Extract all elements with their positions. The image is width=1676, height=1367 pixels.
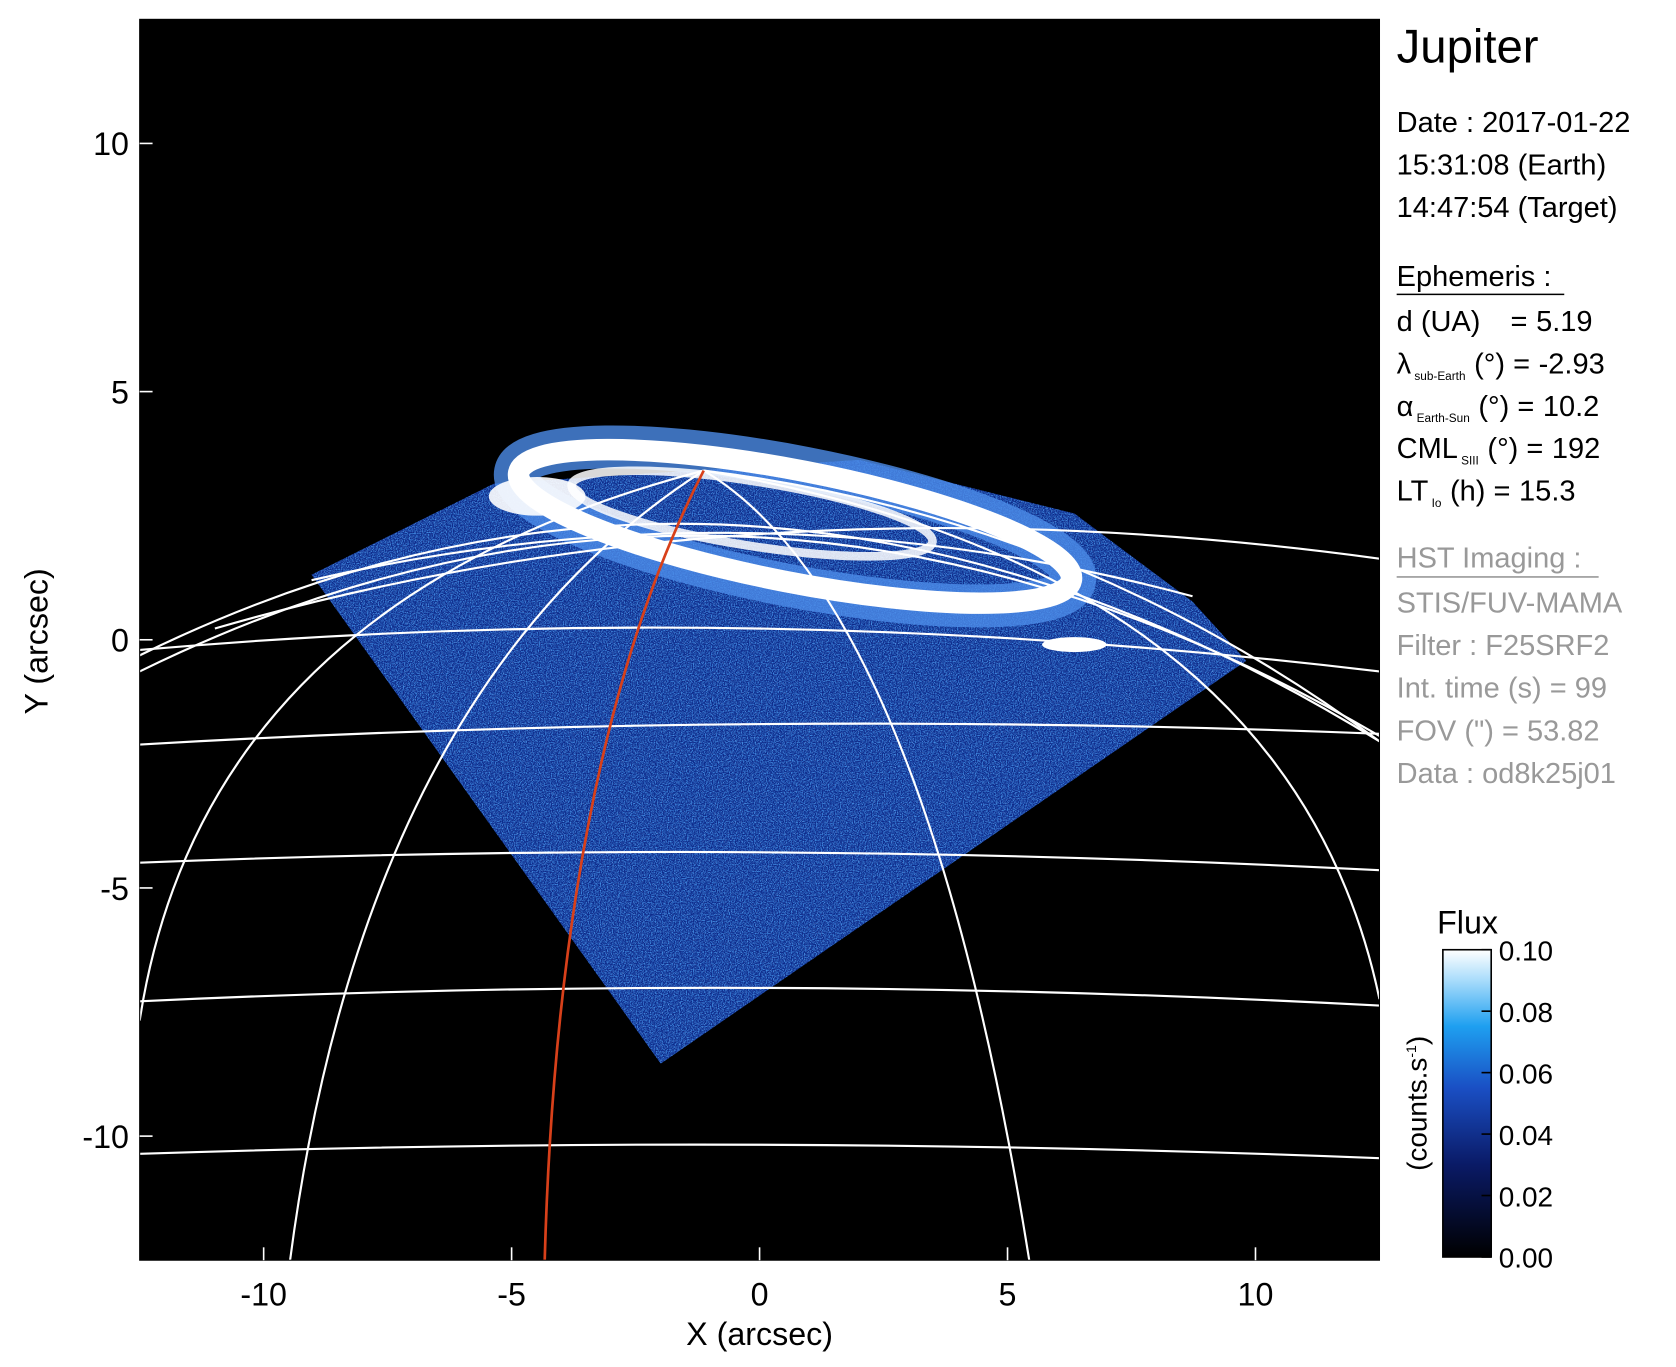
ephemeris-row: α Earth-Sun (°) = 10.2: [1397, 391, 1600, 425]
ephemeris-row: λ sub-Earth (°) = -2.93: [1397, 348, 1605, 382]
y-tick-label: 10: [93, 126, 129, 162]
chart-title: Jupiter: [1397, 20, 1539, 73]
imaging-line: STIS/FUV-MAMA: [1397, 587, 1623, 619]
imaging-line: Data : od8k25j01: [1397, 758, 1616, 790]
y-tick-label: -5: [100, 871, 129, 907]
aurora: [488, 425, 1107, 653]
central-meridian: [543, 469, 705, 1261]
ephemeris-symbol: LT: [1397, 476, 1429, 508]
ephemeris-row: d (UA) = 5.19: [1397, 306, 1593, 338]
info-panel: Date : 2017-01-22 15:31:08 (Earth) 14:47:5…: [1397, 107, 1631, 790]
ephemeris-subscript: Earth-Sun: [1417, 411, 1470, 425]
ephemeris-subscript: Io: [1432, 496, 1442, 510]
colorbar-tick-label: 0.00: [1499, 1243, 1553, 1274]
colorbar-tick-label: 0.02: [1499, 1181, 1553, 1212]
x-tick-label: -10: [240, 1276, 287, 1312]
ephemeris-symbol: CML: [1397, 433, 1458, 465]
imaging-line: Filter : F25SRF2: [1397, 630, 1610, 662]
ephemeris-value: -2.93: [1539, 348, 1605, 380]
planet-grid: [139, 469, 1380, 1261]
ephemeris-row: LT Io (h) = 15.3: [1397, 476, 1576, 510]
date-line: Date : 2017-01-22: [1397, 107, 1631, 139]
x-axis-label: X (arcsec): [686, 1316, 833, 1352]
imaging-line: Int. time (s) = 99: [1397, 673, 1607, 705]
ephemeris-suffix: (°) =: [1474, 348, 1530, 380]
colorbar-label: (counts.s-1): [1402, 1036, 1433, 1171]
colorbar-tick-label: 0.06: [1499, 1058, 1553, 1089]
colorbar-tick-label: 0.04: [1499, 1120, 1553, 1151]
colorbar-scale: [1442, 948, 1493, 1258]
imaging-heading: HST Imaging :: [1397, 542, 1582, 574]
ephemeris-heading: Ephemeris :: [1397, 261, 1552, 293]
colorbar-label-close: ): [1402, 1036, 1433, 1045]
colorbar-tick-label: 0.10: [1499, 935, 1553, 966]
ephemeris-suffix: =: [1511, 306, 1528, 338]
image-plot: [139, 18, 1381, 1261]
colorbar-label-sup: -1: [1403, 1045, 1419, 1058]
colorbar-tick-label: 0.08: [1499, 997, 1553, 1028]
ephemeris-symbol: λ: [1397, 348, 1412, 380]
colorbar: Flux 0.00 0.02 0.04 0.06 0.08 0.10 (counts.s-1…: [1402, 905, 1553, 1274]
ephemeris-value: 192: [1552, 433, 1600, 465]
x-tick-label: -5: [497, 1276, 526, 1312]
y-tick-label: 5: [111, 374, 129, 410]
y-tick-label: -10: [82, 1119, 129, 1155]
ephemeris-symbol: α: [1397, 391, 1414, 423]
ephemeris-suffix: (°) =: [1478, 391, 1534, 423]
ephemeris-symbol: d (UA): [1397, 306, 1481, 338]
colorbar-title: Flux: [1437, 905, 1498, 941]
imaging-line: FOV (") = 53.82: [1397, 715, 1600, 747]
ephemeris-subscript: sub-Earth: [1414, 369, 1465, 383]
ephemeris-suffix: (h) =: [1450, 476, 1510, 508]
ephemeris-suffix: (°) =: [1487, 433, 1543, 465]
ephemeris-subscript: SIII: [1461, 454, 1479, 468]
ephemeris-value: 10.2: [1543, 391, 1599, 423]
date-line: 15:31:08 (Earth): [1397, 150, 1607, 182]
y-axis-label: Y (arcsec): [18, 568, 54, 714]
x-tick-label: 0: [751, 1276, 769, 1312]
x-tick-label: 10: [1238, 1276, 1274, 1312]
y-tick-label: 0: [111, 623, 129, 659]
colorbar-label-text: (counts.s: [1402, 1058, 1433, 1171]
ephemeris-value: 5.19: [1536, 306, 1592, 338]
date-line: 14:47:54 (Target): [1397, 192, 1618, 224]
x-tick-label: 5: [999, 1276, 1017, 1312]
ephemeris-row: CML SIII (°) = 192: [1397, 433, 1601, 467]
ephemeris-value: 15.3: [1519, 476, 1575, 508]
